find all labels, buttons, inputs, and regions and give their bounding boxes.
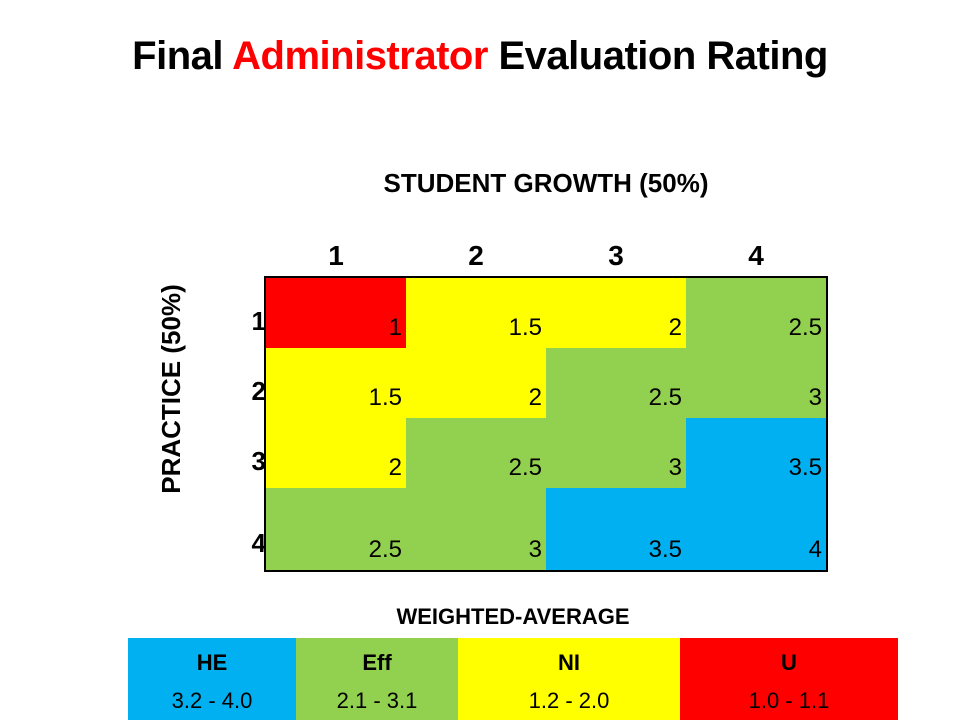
legend-range: 3.2 - 4.0: [171, 688, 253, 713]
legend-range: 2.1 - 3.1: [336, 688, 418, 713]
row-header-2: 2: [251, 376, 266, 406]
matrix-cell: 2.5: [546, 348, 686, 418]
row-header-3: 3: [251, 446, 266, 476]
legend-entry-u: U 1.0 - 1.1: [680, 638, 898, 720]
title-part-1: Final: [132, 34, 233, 78]
legend-entry-ni: NI 1.2 - 2.0: [458, 638, 680, 720]
matrix-cell: 2.5: [686, 278, 826, 348]
matrix-cell: 1.5: [266, 348, 406, 418]
legend-entry-he: HE 3.2 - 4.0: [128, 638, 296, 720]
title-part-3: Evaluation Rating: [487, 34, 829, 78]
matrix-cell: 2: [546, 278, 686, 348]
matrix-cell: 2: [266, 418, 406, 488]
legend-code: NI: [558, 650, 580, 675]
column-header-3: 3: [608, 240, 624, 271]
legend-code: Eff: [362, 650, 392, 675]
title-accent: Administrator: [232, 34, 488, 78]
legend-code: U: [781, 650, 797, 675]
legend-table: HE 3.2 - 4.0 Eff 2.1 - 3.1 NI 1.2 - 2.0 U 1.0 -…: [128, 638, 898, 720]
matrix-cell: 3: [406, 488, 546, 570]
matrix-cell: 3: [546, 418, 686, 488]
legend-code: HE: [196, 650, 228, 675]
matrix-cell: 2.5: [406, 418, 546, 488]
column-header-2: 2: [468, 240, 484, 271]
row-header-4: 4: [251, 528, 266, 558]
matrix-cell: 2.5: [266, 488, 406, 570]
legend-range: 1.2 - 2.0: [528, 688, 610, 713]
column-header-4: 4: [748, 240, 764, 271]
matrix-cell: 1: [266, 278, 406, 348]
legend-title: WEIGHTED-AVERAGE: [396, 604, 630, 629]
matrix-cell: 3.5: [686, 418, 826, 488]
column-header-1: 1: [328, 240, 344, 271]
matrix-cell: 1.5: [406, 278, 546, 348]
matrix-cell: 2: [406, 348, 546, 418]
row-header-1: 1: [251, 306, 266, 336]
x-axis-title: STUDENT GROWTH (50%): [383, 168, 709, 198]
matrix-cell: 4: [686, 488, 826, 570]
matrix-cell: 3.5: [546, 488, 686, 570]
matrix-cell: 3: [686, 348, 826, 418]
page-title: Final Administrator Evaluation Rating: [0, 34, 960, 79]
legend-range: 1.0 - 1.1: [748, 688, 830, 713]
rating-matrix: 1 1.5 2 2.5 1.5 2 2.5 3 2 2.5 3 3.5 2.5 3 3.5 4: [264, 276, 828, 572]
y-axis-title: PRACTICE (50%): [156, 284, 186, 494]
legend-entry-eff: Eff 2.1 - 3.1: [296, 638, 458, 720]
